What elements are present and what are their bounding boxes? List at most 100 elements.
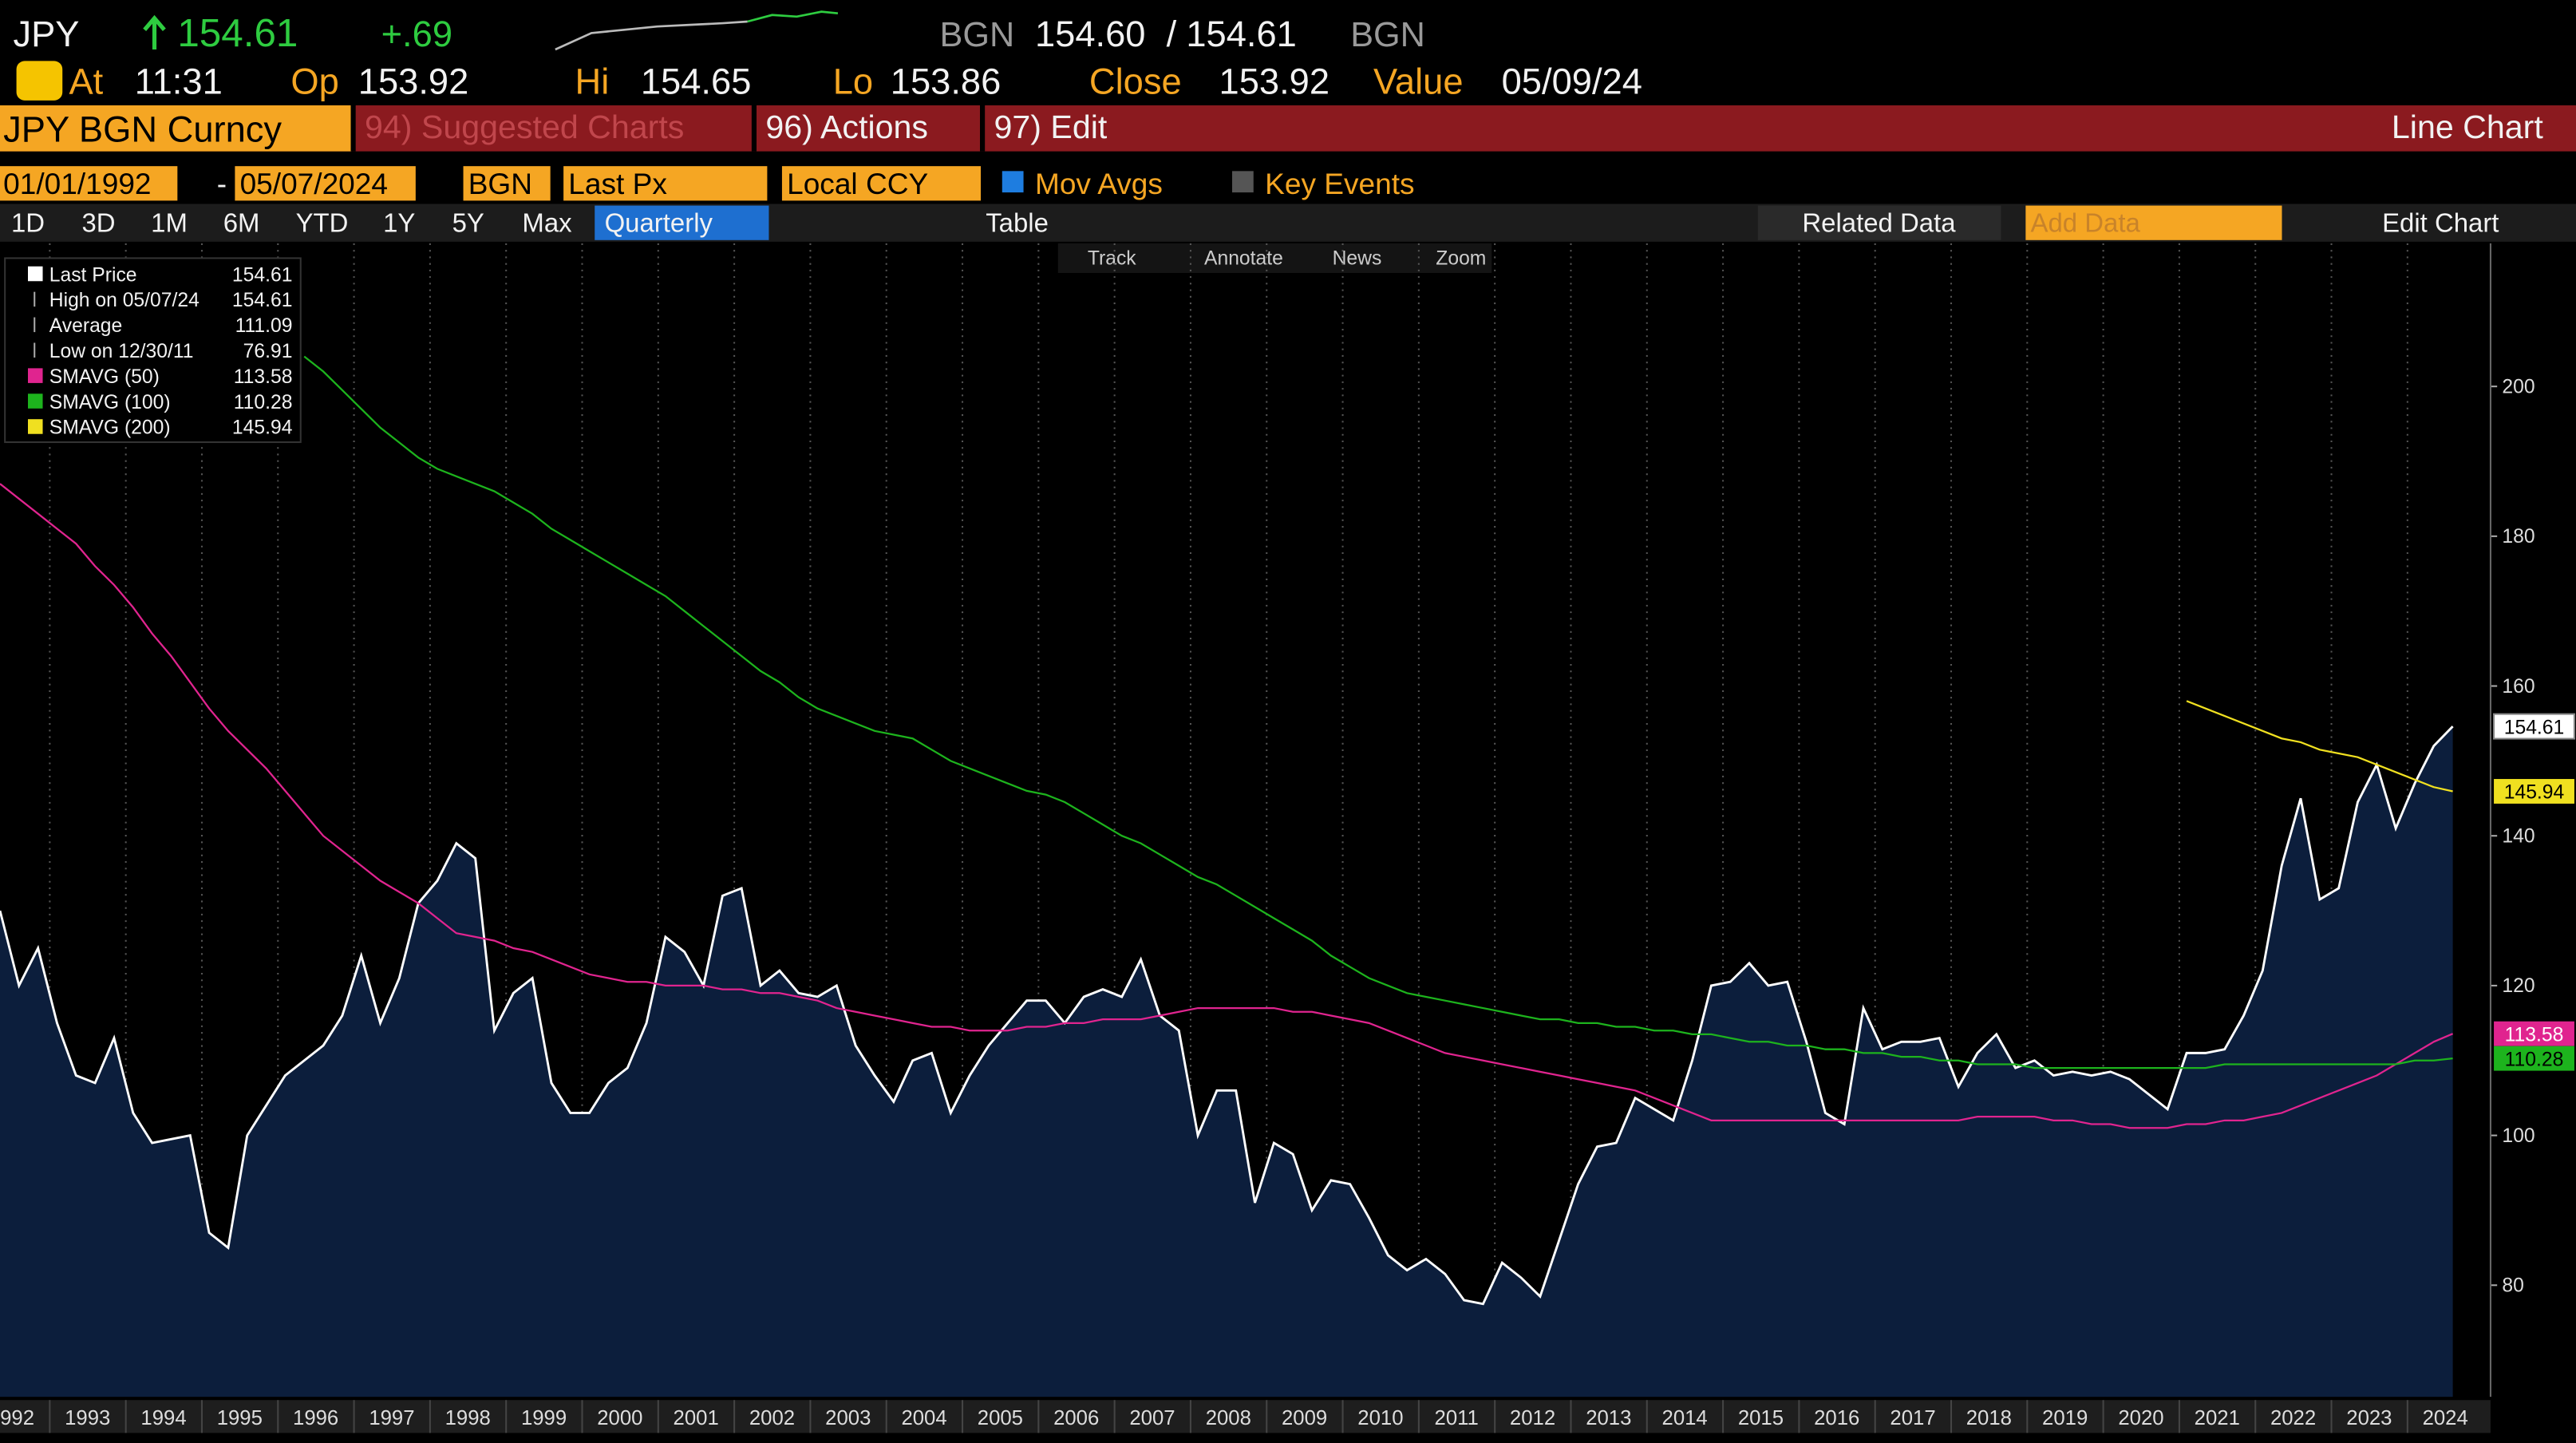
add-data-input[interactable] <box>2025 205 2282 240</box>
x-tick-label: 2005 <box>978 1407 1023 1429</box>
settings-box[interactable] <box>781 166 982 201</box>
period-button[interactable]: 1Y <box>383 208 415 238</box>
x-tick-label: 2004 <box>901 1407 946 1429</box>
x-tick-label: 2021 <box>2195 1407 2240 1429</box>
x-tick-label: 2022 <box>2270 1407 2316 1429</box>
settings-box[interactable] <box>0 166 178 201</box>
quote-op-label: Op <box>290 61 338 102</box>
settings-box[interactable] <box>235 166 416 201</box>
x-axis-bg <box>0 1400 2491 1433</box>
quote-op: 153.92 <box>358 61 468 102</box>
x-tick-label: 2000 <box>597 1407 642 1429</box>
table-button[interactable]: Table <box>986 208 1049 238</box>
period-button[interactable]: 6M <box>223 208 260 238</box>
settings-box[interactable] <box>563 166 768 201</box>
checkbox[interactable] <box>1232 171 1254 193</box>
frequency-button[interactable] <box>595 205 769 240</box>
period-button[interactable]: YTD <box>296 208 349 238</box>
tool-button[interactable]: Zoom <box>1436 248 1486 270</box>
separator: / <box>1167 14 1177 54</box>
legend-label: Last Price <box>49 264 137 286</box>
y-tick-label: 120 <box>2502 975 2535 997</box>
series-line <box>0 483 2454 1129</box>
x-tick-label: 2023 <box>2346 1407 2392 1429</box>
end-label-box <box>2494 1021 2574 1046</box>
y-tick-label: 160 <box>2502 676 2535 698</box>
quote-lo: 153.86 <box>891 61 1002 102</box>
x-tick-label: 2020 <box>2118 1407 2163 1429</box>
quote-lo-label: Lo <box>833 61 873 102</box>
end-label: 113.58 <box>2505 1024 2564 1046</box>
x-tick-label: 2016 <box>1814 1407 1859 1429</box>
x-tick-label: 2008 <box>1206 1407 1251 1429</box>
end-label-box <box>2493 713 2575 740</box>
x-tick-label: 2017 <box>1890 1407 1935 1429</box>
x-tick-label: 1992 <box>0 1407 34 1429</box>
x-tick-label: 1994 <box>140 1407 186 1429</box>
x-tick-label: 2019 <box>2042 1407 2088 1429</box>
period-button[interactable]: 1M <box>151 208 188 238</box>
y-tick-label: 200 <box>2502 376 2535 397</box>
last-price: 154.61 <box>177 11 298 55</box>
legend-label: High on 05/07/24 <box>49 290 200 311</box>
menu-item[interactable]: 94) Suggested Charts <box>365 109 684 145</box>
x-tick-label: 1998 <box>445 1407 491 1429</box>
legend-swatch <box>27 368 43 383</box>
edit-chart[interactable]: Edit Chart <box>2382 208 2499 238</box>
series-line <box>2186 700 2453 793</box>
x-tick-label: 2006 <box>1053 1407 1099 1429</box>
currency: Local CCY <box>787 167 928 200</box>
period-button[interactable]: Max <box>522 208 572 238</box>
settings-box[interactable] <box>463 166 551 201</box>
x-tick-label: 1996 <box>293 1407 338 1429</box>
x-tick-label: 1995 <box>217 1407 263 1429</box>
period-button[interactable]: 5Y <box>452 208 484 238</box>
end-date: 05/07/2024 <box>240 167 388 200</box>
legend-value: 110.28 <box>234 392 293 413</box>
legend-value: 154.61 <box>232 290 293 311</box>
quote-value-date: 05/09/24 <box>1502 61 1642 102</box>
x-tick-label: 2009 <box>1282 1407 1327 1429</box>
sparkline <box>555 20 748 51</box>
end-label: 145.94 <box>2504 782 2565 804</box>
legend-label: Low on 12/30/11 <box>49 341 194 362</box>
x-tick-label: 2002 <box>749 1407 795 1429</box>
y-tick-label: 180 <box>2502 526 2535 548</box>
tool-button[interactable]: News <box>1333 248 1382 270</box>
end-label: 154.61 <box>2504 717 2565 738</box>
related-data[interactable]: Related Data <box>1802 208 1956 238</box>
source: BGN <box>1350 16 1425 54</box>
quote-close: 153.92 <box>1219 61 1330 102</box>
quote-at-label: At <box>69 61 103 102</box>
end-label: 110.28 <box>2505 1049 2564 1070</box>
legend-label: SMAVG (100) <box>49 392 171 413</box>
checkbox-checked[interactable] <box>1002 171 1024 193</box>
legend-label: SMAVG (200) <box>49 417 171 439</box>
x-tick-label: 2012 <box>1510 1407 1555 1429</box>
menu-item[interactable]: 96) Actions <box>765 109 928 145</box>
legend-swatch <box>27 419 43 434</box>
mov-avgs[interactable]: Mov Avgs <box>1035 167 1163 200</box>
x-tick-label: 2013 <box>1586 1407 1631 1429</box>
frequency[interactable]: Quarterly <box>605 208 713 238</box>
legend-value: 145.94 <box>232 417 293 439</box>
legend-label: SMAVG (50) <box>49 366 160 388</box>
quote-close-label: Close <box>1089 61 1182 102</box>
period-button[interactable]: 1D <box>11 208 45 238</box>
related-data-button[interactable] <box>1757 205 2001 240</box>
x-tick-label: 2010 <box>1357 1407 1403 1429</box>
quote-hi-label: Hi <box>575 61 610 102</box>
security-box <box>0 105 352 152</box>
key-events[interactable]: Key Events <box>1265 167 1414 200</box>
menu-item[interactable]: 97) Edit <box>994 109 1107 145</box>
bid: 154.60 <box>1035 14 1146 54</box>
tool-button[interactable]: Annotate <box>1204 248 1283 270</box>
add-data[interactable]: Add Data <box>2031 208 2141 238</box>
tool-button[interactable]: Track <box>1088 248 1136 270</box>
y-tick-label: 140 <box>2502 825 2535 847</box>
legend-value: 76.91 <box>243 341 293 362</box>
source: BGN <box>940 16 1015 54</box>
period-button[interactable]: 3D <box>81 208 115 238</box>
legend-value: 111.09 <box>235 315 293 337</box>
